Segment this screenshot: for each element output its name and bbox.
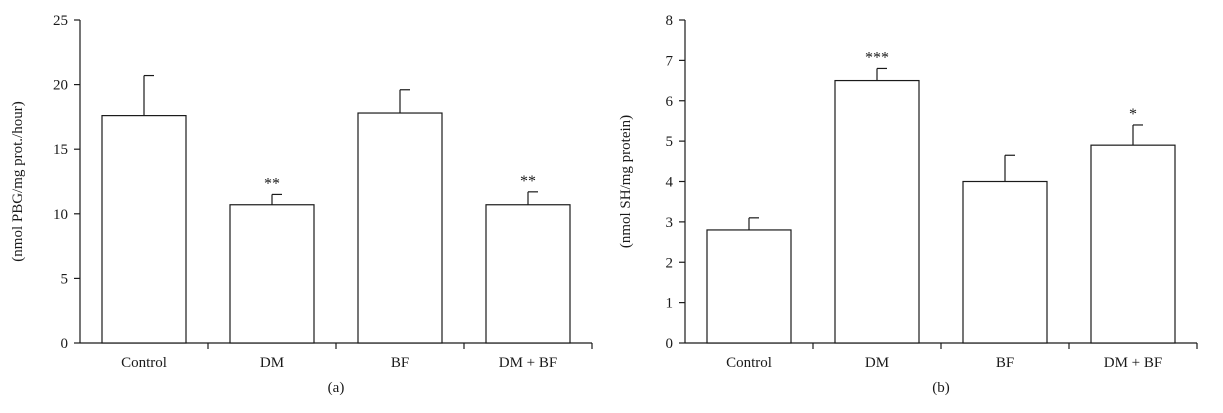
bar-dm	[229, 204, 315, 344]
bar-control	[706, 229, 792, 344]
significance-marker: **	[520, 173, 536, 190]
significance-marker: *	[1129, 106, 1137, 123]
panel-label: (b)	[932, 380, 950, 396]
x-tick-label: DM	[260, 355, 284, 371]
x-tick-label: DM + BF	[499, 355, 557, 371]
bar-bf	[962, 180, 1048, 344]
y-tick-label: 1	[666, 296, 674, 312]
y-tick-label: 4	[666, 175, 674, 191]
y-tick-label: 2	[666, 255, 674, 271]
y-tick-label: 3	[666, 215, 674, 231]
y-tick-label: 7	[666, 53, 674, 69]
y-tick-label: 0	[666, 336, 674, 352]
bar-dm-bf	[1090, 144, 1176, 344]
x-tick-label: Control	[121, 355, 167, 371]
x-tick-label: BF	[391, 355, 409, 371]
panel-label: (a)	[328, 380, 345, 396]
y-tick-label: 5	[61, 271, 69, 287]
y-tick-label: 6	[666, 94, 674, 110]
x-tick-label: BF	[996, 355, 1014, 371]
x-tick-label: DM + BF	[1104, 355, 1162, 371]
significance-marker: ***	[865, 49, 889, 66]
y-tick-label: 5	[666, 134, 674, 150]
bar-dm-bf	[485, 204, 571, 344]
significance-marker: **	[264, 175, 280, 192]
x-tick-label: Control	[726, 355, 772, 371]
y-tick-label: 10	[53, 207, 68, 223]
x-tick-label: DM	[865, 355, 889, 371]
y-tick-label: 0	[61, 336, 69, 352]
y-axis-label: (nmol SH/mg protein)	[618, 115, 634, 248]
y-tick-label: 20	[53, 78, 68, 94]
panel-a: 0 5 10 15 20 25 (nmol PBG/mg prot./hour) Contro…	[10, 13, 593, 396]
bar-dm	[834, 79, 920, 344]
bar-control	[101, 115, 187, 344]
y-tick-label: 25	[53, 13, 68, 29]
y-tick-label: 15	[53, 142, 68, 158]
y-axis-label: (nmol PBG/mg prot./hour)	[10, 101, 26, 261]
y-tick-label: 8	[666, 13, 674, 29]
bar-bf	[357, 112, 443, 344]
panel-b: 0 1 2 3 4 5 6 7 8 (nmol SH/mg protein) Control *** D…	[618, 13, 1198, 396]
